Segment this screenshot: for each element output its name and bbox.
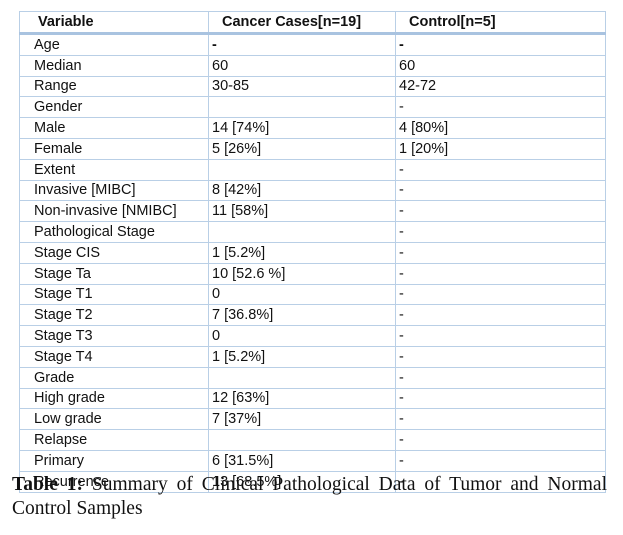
table-row: Stage Ta 10 [52.6 %] - [19, 262, 606, 285]
cancer-cases-cell: 60 [208, 54, 396, 77]
control-cell: - [395, 304, 606, 327]
control-cell: - [395, 262, 606, 285]
table-row: Age - - [19, 33, 606, 56]
table-body: Age - - Median 60 60 Range 30-85 42-72 Gender - Mal… [19, 33, 606, 493]
variable-cell: Grade [19, 366, 209, 389]
control-cell: - [395, 408, 606, 431]
table-row: Stage CIS 1 [5.2%] - [19, 241, 606, 264]
control-cell: - [395, 345, 606, 368]
table-row: Stage T1 0- [19, 283, 606, 306]
control-cell: - [395, 470, 606, 493]
table-row: Median 60 60 [19, 54, 606, 77]
cancer-cases-cell: 0 [208, 283, 396, 306]
variable-cell: Female [19, 137, 209, 160]
cancer-cases-cell: 1 [5.2%] [208, 241, 396, 264]
cancer-cases-cell [208, 221, 396, 243]
variable-cell: Range [19, 75, 209, 98]
table-row: Stage T4 1 [5.2%] - [19, 345, 606, 368]
table-row: Relapse - [19, 429, 606, 451]
table-row: Grade - [19, 366, 606, 389]
control-cell: - [395, 366, 606, 389]
cancer-cases-cell [208, 429, 396, 451]
variable-cell: Median [19, 54, 209, 77]
variable-cell: Male [19, 117, 209, 139]
control-cell: 42-72 [395, 75, 606, 98]
table-row: Primary 6 [31.5%] - [19, 449, 606, 472]
control-cell: 60 [395, 54, 606, 77]
table-row: Non-invasive [NMIBC] 11 [58%] - [19, 200, 606, 223]
header-variable: Variable [19, 11, 209, 35]
control-cell: - [395, 221, 606, 243]
control-cell: 1 [20%] [395, 137, 606, 160]
control-cell: - [395, 179, 606, 202]
cancer-cases-cell: 7 [36.8%] [208, 304, 396, 327]
clinical-data-table: Variable Cancer Cases[n=19] Control[n=5]… [19, 11, 606, 493]
table-row: Pathological Stage - [19, 221, 606, 243]
variable-cell: Stage T4 [19, 345, 209, 368]
variable-cell: Pathological Stage [19, 221, 209, 243]
table-row: Female 5 [26%] 1 [20%] [19, 137, 606, 160]
variable-cell: Invasive [MIBC] [19, 179, 209, 202]
variable-cell: Primary [19, 449, 209, 472]
control-cell: - [395, 429, 606, 451]
header-row: Variable Cancer Cases[n=19] Control[n=5] [19, 11, 606, 35]
cancer-cases-cell: 10 [52.6 %] [208, 262, 396, 285]
cancer-cases-cell: 14 [74%] [208, 117, 396, 139]
table-row: Stage T2 7 [36.8%] - [19, 304, 606, 327]
variable-cell: High grade [19, 387, 209, 410]
control-cell: - [395, 283, 606, 306]
table-row: Extent - [19, 158, 606, 181]
control-cell: - [395, 158, 606, 181]
cancer-cases-cell: 5 [26%] [208, 137, 396, 160]
variable-cell: Non-invasive [NMIBC] [19, 200, 209, 223]
variable-cell: Stage Ta [19, 262, 209, 285]
control-cell: - [395, 387, 606, 410]
control-cell: - [395, 96, 606, 119]
cancer-cases-cell: 12 [63%] [208, 387, 396, 410]
control-cell: - [395, 33, 606, 56]
table-caption: Table 1: Summary of Clinical Pathologica… [12, 473, 607, 521]
cancer-cases-cell: 0 [208, 325, 396, 347]
cancer-cases-cell [208, 158, 396, 181]
cancer-cases-cell: 30-85 [208, 75, 396, 98]
cancer-cases-cell: 7 [37%] [208, 408, 396, 431]
variable-cell: Stage T3 [19, 325, 209, 347]
cancer-cases-cell: - [208, 33, 396, 56]
control-cell: - [395, 449, 606, 472]
control-cell: 4 [80%] [395, 117, 606, 139]
table-row: Male 14 [74%] 4 [80%] [19, 117, 606, 139]
variable-cell: Relapse [19, 429, 209, 451]
table-row: Stage T3 0- [19, 325, 606, 347]
variable-cell: Stage T2 [19, 304, 209, 327]
cancer-cases-cell: 6 [31.5%] [208, 449, 396, 472]
header-control: Control[n=5] [395, 11, 606, 35]
table-row: Recurrence 13 [68.5%] - [19, 470, 606, 493]
header-cancer-cases: Cancer Cases[n=19] [208, 11, 396, 35]
table-row: Gender - [19, 96, 606, 119]
table-row: Low grade 7 [37%] - [19, 408, 606, 431]
variable-cell: Extent [19, 158, 209, 181]
caption-text: Summary of Clinical Pathological Data of… [12, 474, 607, 519]
table-row: Range 30-85 42-72 [19, 75, 606, 98]
data-table-container: Variable Cancer Cases[n=19] Control[n=5]… [19, 11, 606, 493]
table-row: Invasive [MIBC] 8 [42%] - [19, 179, 606, 202]
control-cell: - [395, 325, 606, 347]
table-row: High grade 12 [63%] - [19, 387, 606, 410]
table-header: Variable Cancer Cases[n=19] Control[n=5] [19, 11, 606, 35]
cancer-cases-cell [208, 96, 396, 119]
cancer-cases-cell [208, 366, 396, 389]
variable-cell: Gender [19, 96, 209, 119]
control-cell: - [395, 200, 606, 223]
cancer-cases-cell: 8 [42%] [208, 179, 396, 202]
variable-cell: Stage CIS [19, 241, 209, 264]
variable-cell: Age [19, 33, 209, 56]
variable-cell: Low grade [19, 408, 209, 431]
variable-cell: Stage T1 [19, 283, 209, 306]
control-cell: - [395, 241, 606, 264]
cancer-cases-cell: 1 [5.2%] [208, 345, 396, 368]
cancer-cases-cell: 11 [58%] [208, 200, 396, 223]
caption-label: Table 1: [12, 474, 84, 495]
variable-cell: Recurrence [19, 470, 209, 493]
